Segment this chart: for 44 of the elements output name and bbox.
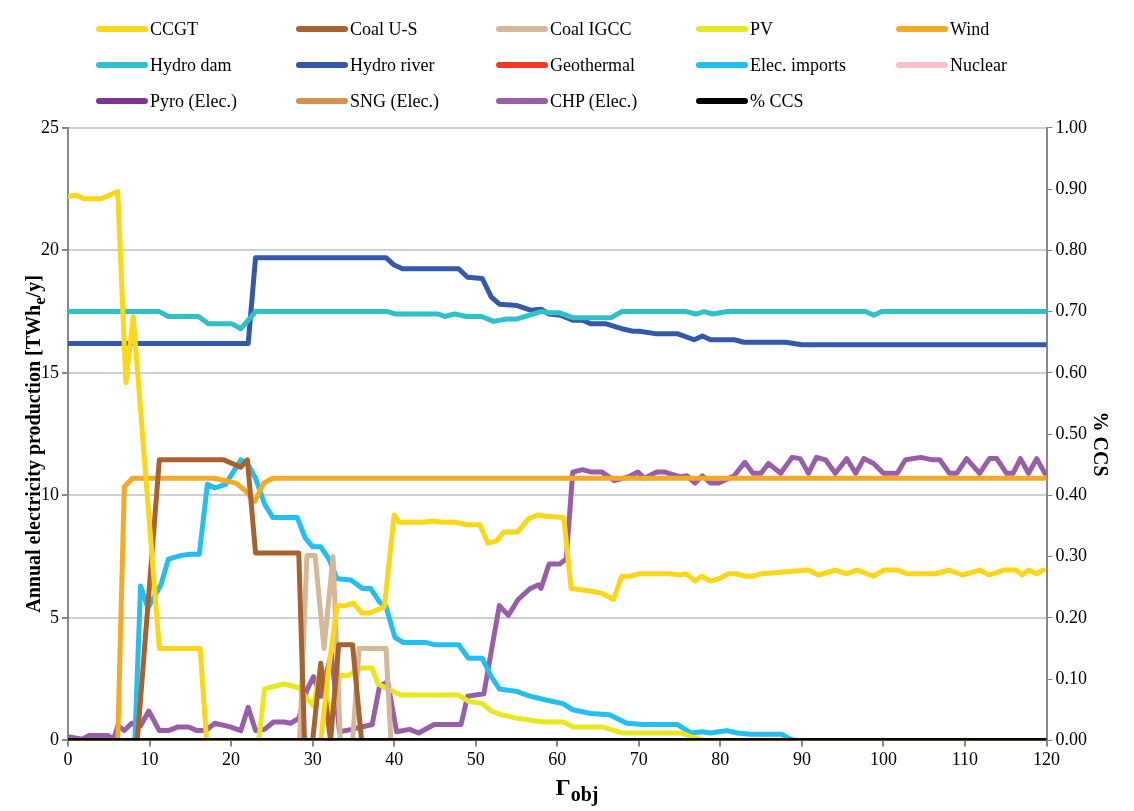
- y2-tick-label: 0.80: [1055, 239, 1087, 260]
- legend-label: Nuclear: [950, 54, 1007, 76]
- x-tick-label: 80: [711, 748, 730, 769]
- y2-tick-label: 0.60: [1055, 361, 1087, 382]
- y2-tick-label: 0.40: [1055, 484, 1087, 505]
- y2-tick-label: 1.00: [1055, 116, 1087, 137]
- y-tick-label: 5: [50, 606, 59, 627]
- legend-label: Pyro (Elec.): [150, 90, 237, 112]
- legend-label: Hydro dam: [150, 54, 232, 76]
- y2-tick-label: 0.70: [1055, 300, 1087, 321]
- y2-tick-label: 0.30: [1055, 545, 1087, 566]
- legend-label: CHP (Elec.): [550, 90, 638, 112]
- x-tick-label: 100: [869, 748, 897, 769]
- x-tick-label: 0: [63, 748, 73, 769]
- x-tick-label: 40: [385, 748, 404, 769]
- y2-tick-label: 0.10: [1055, 667, 1087, 688]
- x-axis-title: Γ$_{obj}$: [554, 774, 600, 806]
- legend-label: Coal IGCC: [550, 18, 632, 40]
- x-tick-label: 70: [629, 748, 648, 769]
- legend-label: Hydro river: [350, 54, 435, 76]
- y2-tick-label: 0.90: [1055, 177, 1087, 198]
- legend-label: Wind: [950, 18, 990, 40]
- y-tick-label: 0: [50, 729, 59, 750]
- x-tick-label: 30: [303, 748, 322, 769]
- x-tick-label: 50: [466, 748, 485, 769]
- x-tick-label: 10: [140, 748, 159, 769]
- legend-label: Elec. imports: [750, 54, 846, 76]
- y-tick-label: 20: [41, 239, 59, 260]
- legend-label: CCGT: [150, 18, 199, 40]
- x-tick-label: 20: [222, 748, 241, 769]
- y2-tick-label: 0.50: [1055, 422, 1087, 443]
- x-tick-label: 60: [548, 748, 567, 769]
- legend-label: SNG (Elec.): [350, 90, 439, 112]
- x-tick-label: 90: [792, 748, 811, 769]
- y2-tick-label: 0.00: [1055, 729, 1087, 750]
- legend-label: PV: [750, 18, 774, 40]
- legend-label: % CCS: [750, 90, 804, 112]
- legend-label: Coal U-S: [350, 18, 418, 40]
- x-tick-label: 120: [1033, 748, 1060, 769]
- y-tick-label: 25: [41, 116, 59, 137]
- legend-label: Geothermal: [550, 54, 635, 76]
- x-tick-label: 110: [951, 748, 979, 769]
- y2-tick-label: 0.20: [1055, 606, 1087, 627]
- y2-axis-title: % CCS: [1089, 411, 1112, 477]
